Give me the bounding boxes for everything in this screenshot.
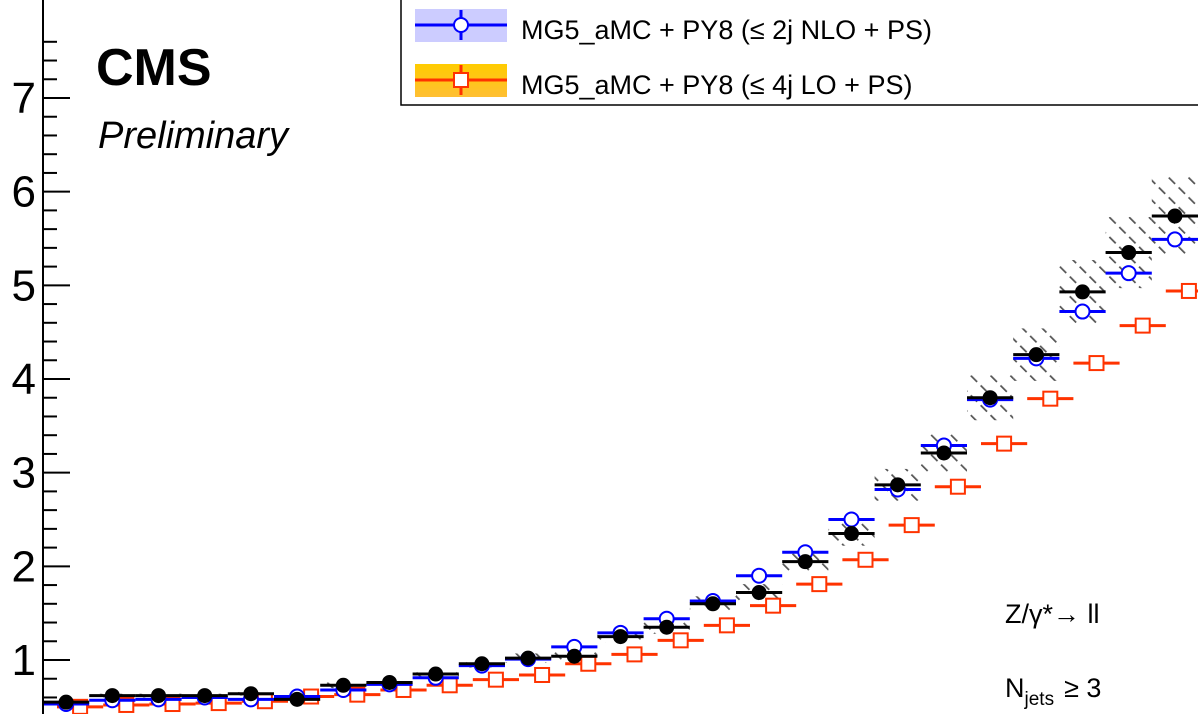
- nlo-point: [1074, 303, 1091, 320]
- lo-point: [534, 666, 551, 683]
- njets-label-cond: ≥ 3: [1064, 673, 1101, 703]
- data-point: [289, 691, 305, 707]
- y-tick-label: 1: [12, 636, 36, 685]
- legend-nlo-label: MG5_aMC + PY8 (≤ 2j NLO + PS): [521, 15, 932, 45]
- series-lo-markers: [57, 282, 1198, 714]
- y-axis-ticks: [43, 40, 70, 699]
- lo-point: [626, 646, 643, 663]
- data-point: [151, 688, 166, 704]
- data-point: [1121, 245, 1137, 261]
- nlo-point: [1166, 231, 1183, 248]
- data-point: [335, 677, 351, 693]
- data-point: [890, 477, 906, 493]
- nlo-point: [843, 511, 860, 528]
- data-point: [197, 688, 213, 704]
- series-data-markers: [43, 208, 1198, 710]
- lo-point: [487, 671, 504, 688]
- data-point: [1075, 284, 1090, 300]
- lo-point: [441, 677, 458, 694]
- status-label: Preliminary: [98, 115, 290, 157]
- y-axis-tick-labels: 1 2 3 4 5 6 7: [12, 74, 36, 685]
- lo-point: [903, 517, 920, 534]
- data-point: [936, 445, 952, 461]
- lo-point: [718, 617, 735, 634]
- experiment-label: CMS: [96, 39, 212, 97]
- lo-point: [580, 655, 597, 672]
- njets-label: Njets ≥ 3: [1005, 673, 1101, 710]
- lo-point: [1042, 390, 1059, 407]
- data-point: [797, 554, 813, 570]
- legend-lo-marker: [453, 72, 469, 88]
- njets-label-main: N: [1005, 673, 1025, 703]
- y-tick-label: 3: [12, 449, 36, 498]
- nlo-point: [1120, 265, 1137, 282]
- legend-box: [400, 0, 1198, 106]
- njets-label-sub: jets: [1024, 689, 1055, 710]
- data-point: [844, 526, 859, 542]
- data-point: [566, 648, 582, 664]
- process-label: Z/γ*→ ll: [1005, 599, 1100, 629]
- data-point: [659, 619, 675, 635]
- legend: MG5_aMC + PY8 (≤ 2j NLO + PS) MG5_aMC + …: [400, 0, 1198, 106]
- lo-point: [811, 576, 828, 593]
- lo-point: [672, 632, 689, 649]
- y-tick-label: 6: [12, 168, 36, 217]
- lo-point: [256, 693, 273, 710]
- y-tick-label: 4: [12, 355, 36, 404]
- data-point: [613, 629, 628, 645]
- data-point: [428, 666, 444, 682]
- data-point: [751, 585, 767, 601]
- data-point: [982, 390, 998, 406]
- data-point: [382, 674, 397, 690]
- lo-point: [1134, 317, 1151, 334]
- data-point: [474, 656, 490, 672]
- data-point: [58, 694, 74, 710]
- y-tick-label: 2: [12, 542, 36, 591]
- data-point: [520, 650, 536, 666]
- data-point: [104, 688, 120, 704]
- lo-point: [996, 435, 1013, 452]
- data-point: [705, 596, 721, 612]
- legend-nlo-marker: [453, 17, 469, 33]
- lo-point: [1088, 355, 1105, 372]
- lo-point: [765, 597, 782, 614]
- lo-point: [949, 478, 966, 495]
- nlo-point: [751, 567, 768, 584]
- lo-point: [857, 551, 874, 568]
- data-point: [1167, 208, 1183, 224]
- legend-lo-label: MG5_aMC + PY8 (≤ 4j LO + PS): [521, 70, 912, 100]
- y-tick-label: 5: [12, 261, 36, 310]
- data-point: [243, 686, 259, 702]
- data-point: [1028, 347, 1044, 363]
- y-tick-label: 7: [12, 74, 36, 123]
- lo-point: [1180, 282, 1197, 299]
